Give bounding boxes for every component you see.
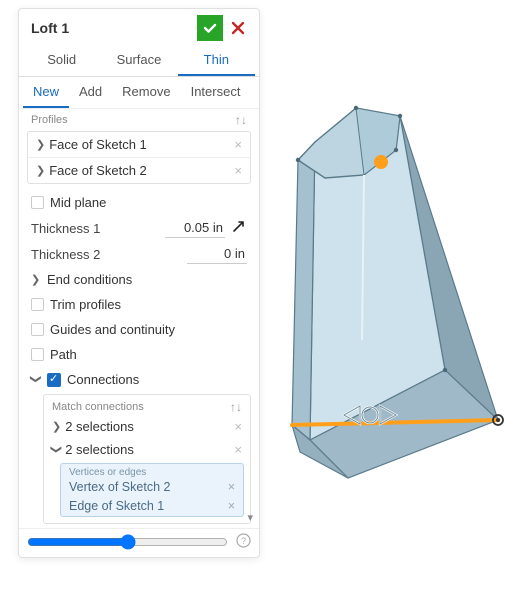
path-option[interactable]: Path [19, 342, 259, 367]
selection-group[interactable]: ❯ 2 selections × [44, 415, 250, 438]
match-label: Match connections [52, 401, 144, 413]
remove-icon[interactable]: × [234, 163, 242, 178]
match-connections-header: Match connections ↑↓ [44, 397, 250, 415]
tab-thin[interactable]: Thin [178, 45, 255, 76]
remove-icon[interactable]: × [228, 480, 235, 494]
thickness2-row: Thickness 2 [19, 241, 259, 267]
connections-checkbox[interactable] [47, 373, 61, 387]
profile-item[interactable]: ❯ Face of Sketch 2 × [28, 158, 250, 183]
profiles-header: Profiles ↑↓ [19, 109, 259, 129]
selection-text: 2 selections [65, 442, 134, 457]
help-icon[interactable]: ? [236, 533, 251, 551]
guides-option[interactable]: Guides and continuity [19, 317, 259, 342]
midplane-checkbox[interactable] [31, 196, 44, 209]
chevron-right-icon: ❯ [36, 164, 45, 177]
profile-item[interactable]: ❯ Face of Sketch 1 × [28, 132, 250, 158]
remove-icon[interactable]: × [234, 137, 242, 152]
remove-icon[interactable]: × [234, 419, 242, 434]
sub-text: Vertex of Sketch 2 [69, 480, 170, 494]
path-label: Path [50, 347, 77, 362]
profile-text: Face of Sketch 2 [49, 163, 147, 178]
cancel-button[interactable] [225, 15, 251, 41]
trim-profiles-option[interactable]: Trim profiles [19, 292, 259, 317]
chevron-right-icon: ❯ [31, 273, 41, 286]
dialog-footer: ? [19, 528, 259, 557]
loft-dialog: Loft 1 Solid Surface Thin New Add Remove… [18, 8, 260, 558]
chevron-right-icon: ❯ [36, 138, 45, 151]
tab-new[interactable]: New [23, 77, 69, 108]
chevron-down-icon: ❯ [50, 445, 63, 454]
svg-text:?: ? [241, 536, 246, 546]
thickness1-input[interactable] [165, 218, 225, 238]
flip-arrow-icon[interactable] [231, 218, 247, 238]
trim-checkbox[interactable] [31, 298, 44, 311]
guides-checkbox[interactable] [31, 323, 44, 336]
remove-icon[interactable]: × [234, 442, 242, 457]
chevron-down-icon: ❯ [30, 375, 43, 385]
confirm-button[interactable] [197, 15, 223, 41]
thickness2-label: Thickness 2 [31, 247, 187, 262]
sub-label: Vertices or edges [61, 464, 243, 478]
reorder-icon[interactable]: ↑↓ [235, 113, 247, 127]
sub-item[interactable]: Vertex of Sketch 2 × [61, 478, 243, 497]
midplane-label: Mid plane [50, 195, 106, 210]
profiles-list: ❯ Face of Sketch 1 × ❯ Face of Sketch 2 … [27, 131, 251, 184]
vertices-edges-box: Vertices or edges Vertex of Sketch 2 × E… [60, 463, 244, 517]
remove-icon[interactable]: × [228, 499, 235, 513]
tab-surface[interactable]: Surface [100, 45, 177, 76]
tab-add[interactable]: Add [69, 77, 112, 108]
thickness1-label: Thickness 1 [31, 221, 165, 236]
3d-viewport[interactable] [270, 10, 515, 580]
thickness1-row: Thickness 1 [19, 215, 259, 241]
tab-remove[interactable]: Remove [112, 77, 180, 108]
dialog-titlebar: Loft 1 [19, 9, 259, 45]
midplane-option[interactable]: Mid plane [19, 190, 259, 215]
dialog-title: Loft 1 [31, 20, 197, 36]
connections-label: Connections [67, 372, 139, 387]
trim-label: Trim profiles [50, 297, 121, 312]
profile-text: Face of Sketch 1 [49, 137, 147, 152]
dialog-body: Profiles ↑↓ ❯ Face of Sketch 1 × ❯ Face … [19, 109, 259, 528]
end-conditions-label: End conditions [47, 272, 132, 287]
scroll-down-icon[interactable]: ▾ [247, 511, 253, 524]
opacity-slider[interactable] [27, 534, 228, 550]
tab-solid[interactable]: Solid [23, 45, 100, 76]
boolean-tabs: New Add Remove Intersect [19, 77, 259, 109]
loft-type-tabs: Solid Surface Thin [19, 45, 259, 77]
connections-detail: Match connections ↑↓ ❯ 2 selections × ❯ … [43, 394, 251, 524]
chevron-right-icon: ❯ [52, 420, 61, 433]
profiles-label: Profiles [31, 114, 68, 126]
selection-text: 2 selections [65, 419, 134, 434]
thickness2-input[interactable] [187, 244, 247, 264]
selection-group[interactable]: ❯ 2 selections × [44, 438, 250, 461]
connections-row[interactable]: ❯ Connections [19, 367, 259, 392]
end-conditions-row[interactable]: ❯ End conditions [19, 267, 259, 292]
sub-item[interactable]: Edge of Sketch 1 × [61, 497, 243, 516]
guides-label: Guides and continuity [50, 322, 175, 337]
reorder-icon[interactable]: ↑↓ [230, 400, 242, 414]
tab-intersect[interactable]: Intersect [181, 77, 251, 108]
path-checkbox[interactable] [31, 348, 44, 361]
sub-text: Edge of Sketch 1 [69, 499, 164, 513]
